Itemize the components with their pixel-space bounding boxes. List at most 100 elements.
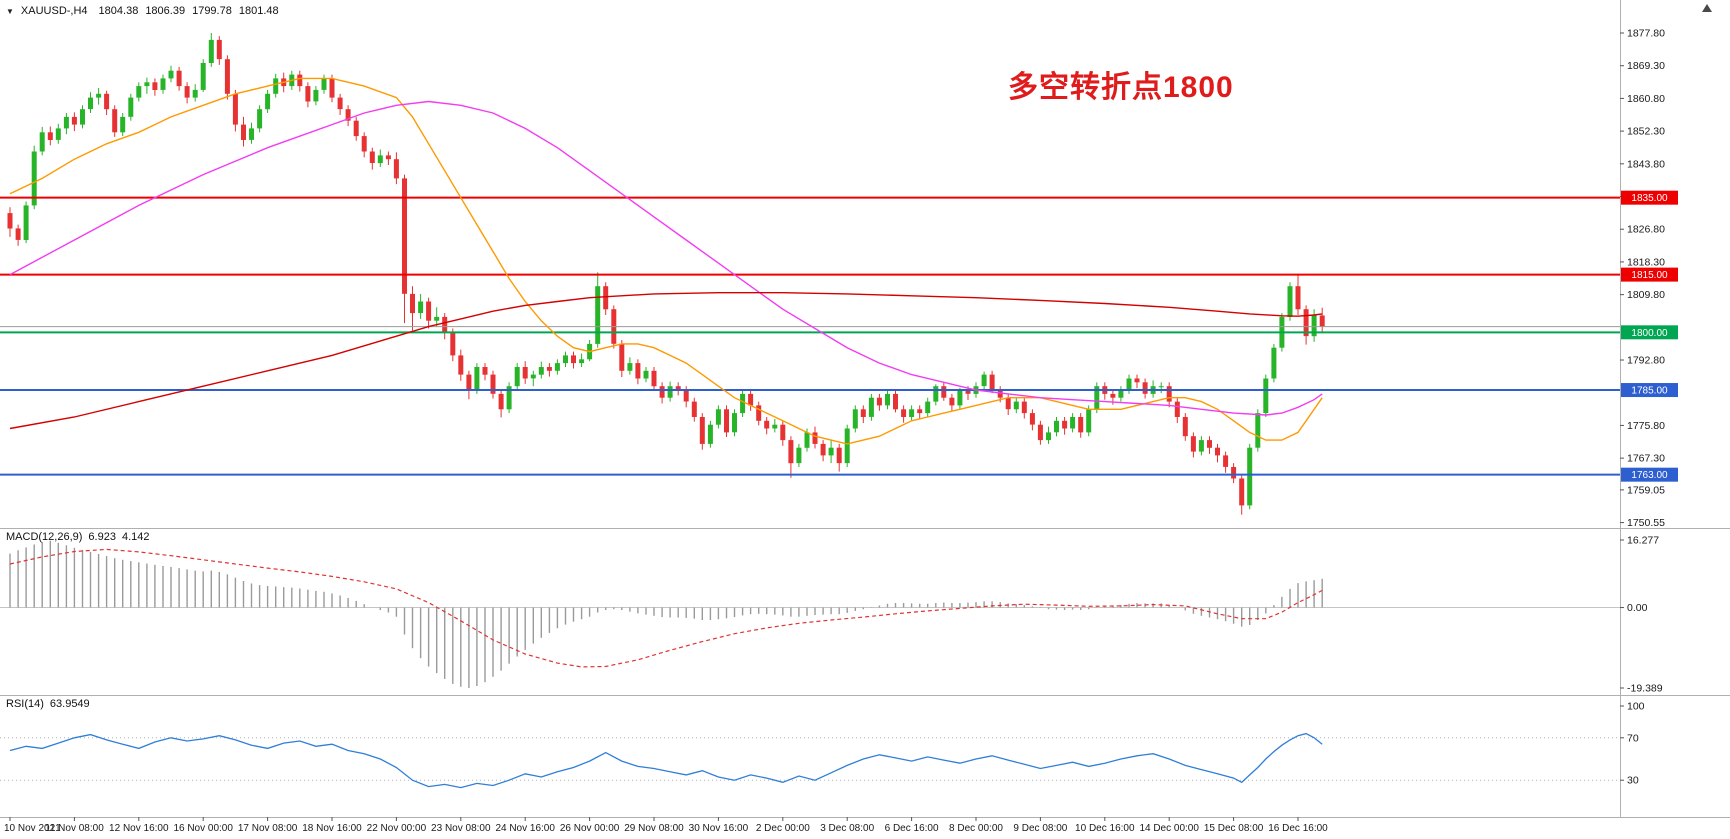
macd-main-value: 6.923 bbox=[88, 531, 116, 543]
candle-body bbox=[88, 97, 93, 110]
candle-body bbox=[216, 39, 222, 60]
candle-body bbox=[329, 78, 335, 98]
time-tick-label: 6 Dec 16:00 bbox=[885, 823, 939, 834]
price-tick-label: 1775.80 bbox=[1627, 420, 1665, 432]
candle-body bbox=[683, 390, 689, 402]
candle-body bbox=[112, 109, 118, 133]
candle-body bbox=[546, 367, 552, 371]
candle-body bbox=[917, 409, 923, 414]
candle-body bbox=[820, 443, 826, 456]
time-tick-label: 24 Nov 16:00 bbox=[495, 823, 555, 834]
rsi-tick-label: 100 bbox=[1627, 701, 1645, 713]
scroll-up-icon[interactable] bbox=[1702, 4, 1712, 12]
time-tick-label: 18 Nov 16:00 bbox=[302, 823, 362, 834]
candle-body bbox=[1086, 409, 1092, 433]
price-tick-label: 1860.80 bbox=[1627, 93, 1665, 105]
candle-body bbox=[208, 39, 214, 63]
candle-body bbox=[603, 286, 609, 310]
candle-body bbox=[828, 447, 834, 456]
price-badge-label: 1785.00 bbox=[1631, 386, 1668, 397]
macd-tick-label: 0.00 bbox=[1627, 602, 1648, 614]
candle-body bbox=[699, 417, 705, 444]
candle-body bbox=[579, 359, 585, 364]
rsi-panel-area[interactable] bbox=[0, 695, 1620, 817]
candle-body bbox=[120, 116, 126, 133]
candle-body bbox=[361, 136, 367, 152]
price-badge-label: 1815.00 bbox=[1631, 270, 1668, 281]
candle-body bbox=[844, 428, 850, 464]
candle-body bbox=[1255, 413, 1261, 448]
main-price-chart-area[interactable] bbox=[0, 0, 1620, 528]
candle-body bbox=[1070, 417, 1076, 429]
chart-header: ▼ XAUUSD-,H4 1804.38 1806.39 1799.78 180… bbox=[6, 5, 279, 17]
time-tick-label: 12 Nov 16:00 bbox=[109, 823, 169, 834]
candle-body bbox=[659, 386, 665, 398]
candle-body bbox=[1118, 390, 1124, 398]
candle-body bbox=[426, 301, 432, 321]
rsi-name: RSI(14) bbox=[6, 698, 44, 710]
chart-annotation-text[interactable]: 多空转折点1800 bbox=[1008, 71, 1234, 104]
candle-body bbox=[200, 63, 206, 90]
candle-body bbox=[571, 355, 576, 364]
candle-body bbox=[305, 86, 311, 102]
macd-panel-area[interactable] bbox=[0, 528, 1620, 695]
collapse-arrow-icon[interactable]: ▼ bbox=[6, 6, 14, 16]
candle-body bbox=[1158, 386, 1164, 388]
macd-signal-value: 4.142 bbox=[121, 531, 150, 543]
candle-body bbox=[563, 355, 568, 364]
candle-body bbox=[402, 178, 407, 294]
ohlc-low: 1799.78 bbox=[192, 5, 232, 17]
price-tick-label: 1826.80 bbox=[1627, 224, 1665, 236]
candle-body bbox=[31, 151, 37, 206]
time-tick-label: 30 Nov 16:00 bbox=[689, 823, 749, 834]
candle-body bbox=[450, 332, 456, 356]
ma-slow-line bbox=[9, 292, 1323, 430]
candle-body bbox=[868, 397, 874, 417]
candle-body bbox=[434, 316, 440, 321]
candle-body bbox=[554, 363, 560, 371]
candle-body bbox=[925, 401, 931, 414]
candle-body bbox=[136, 86, 142, 98]
price-tick-label: 1767.30 bbox=[1627, 453, 1665, 465]
candle-body bbox=[595, 286, 601, 344]
price-axis[interactable] bbox=[1620, 0, 1730, 817]
candle-body bbox=[901, 409, 907, 417]
rsi-indicator-label: RSI(14) 63.9549 bbox=[6, 698, 90, 710]
candle-body bbox=[909, 409, 915, 417]
candle-body bbox=[176, 70, 182, 87]
candle-body bbox=[321, 78, 327, 90]
time-tick-label: 29 Nov 08:00 bbox=[624, 823, 684, 834]
candle-body bbox=[192, 89, 198, 98]
candle-body bbox=[144, 82, 150, 87]
price-badge bbox=[1621, 467, 1678, 482]
candle-body bbox=[466, 374, 472, 390]
candle-body bbox=[482, 367, 488, 375]
candle-body bbox=[748, 393, 754, 406]
time-tick-label: 3 Dec 08:00 bbox=[820, 823, 874, 834]
time-axis[interactable] bbox=[0, 817, 1730, 839]
time-tick-label: 10 Nov 2021 bbox=[4, 823, 61, 834]
price-tick-label: 1877.80 bbox=[1627, 28, 1665, 40]
candle-body bbox=[724, 409, 729, 433]
price-tick-label: 1843.80 bbox=[1627, 158, 1665, 170]
time-tick-label: 26 Nov 00:00 bbox=[560, 823, 620, 834]
candle-body bbox=[1078, 417, 1084, 433]
candle-body bbox=[393, 159, 399, 179]
time-tick-label: 11 Nov 08:00 bbox=[45, 823, 104, 834]
price-badge bbox=[1621, 267, 1678, 282]
candle-body bbox=[7, 213, 13, 229]
candle-body bbox=[55, 128, 61, 140]
candle-body bbox=[297, 74, 303, 87]
candle-body bbox=[538, 367, 544, 375]
candle-body bbox=[15, 228, 21, 240]
macd-name: MACD(12,26,9) bbox=[6, 531, 83, 543]
candle-body bbox=[997, 390, 1003, 398]
candle-body bbox=[885, 393, 890, 406]
candle-body bbox=[804, 432, 810, 448]
candle-body bbox=[23, 205, 29, 240]
candle-body bbox=[160, 78, 166, 90]
candle-body bbox=[788, 440, 794, 464]
candle-body bbox=[168, 70, 174, 79]
candle-body bbox=[47, 132, 53, 140]
time-tick-label: 8 Dec 00:00 bbox=[949, 823, 1003, 834]
